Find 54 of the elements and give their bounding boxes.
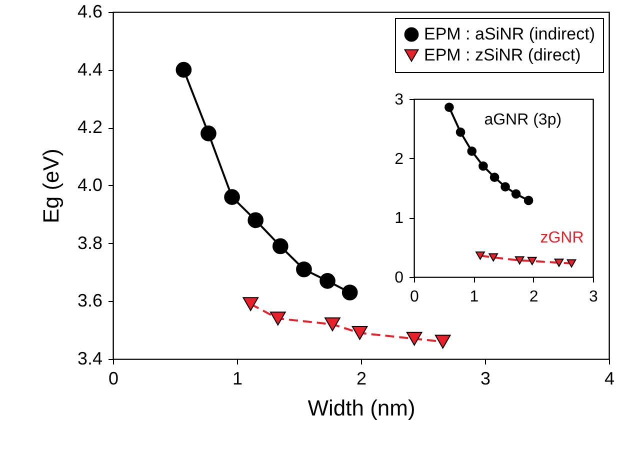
point — [200, 126, 216, 142]
point — [242, 297, 259, 311]
x-axis-title: Width (nm) — [308, 396, 416, 420]
point — [490, 172, 500, 182]
x-tick-label: 3 — [480, 368, 491, 388]
point — [444, 102, 454, 112]
point — [511, 189, 521, 199]
x-tick-label: 2 — [529, 288, 538, 306]
x-tick-label: 4 — [604, 368, 615, 388]
y-tick-label: 4.0 — [77, 175, 102, 195]
point — [320, 273, 336, 289]
y-axis-title: Eg (eV) — [38, 148, 64, 224]
point — [524, 196, 534, 206]
point — [527, 256, 537, 266]
y-tick-label: 3.6 — [77, 290, 102, 311]
point — [296, 261, 312, 278]
x-tick-label: 0 — [410, 288, 420, 306]
y-tick-label: 1 — [394, 210, 404, 228]
point — [467, 146, 477, 156]
point — [224, 189, 240, 205]
y-tick-label: 3.8 — [77, 232, 102, 253]
legend-label: EPM : zSiNR (direct) — [424, 46, 581, 64]
point — [352, 326, 368, 340]
point — [488, 253, 498, 262]
point — [500, 182, 510, 192]
point — [456, 128, 466, 137]
point — [514, 256, 524, 265]
y-tick-label: 4.4 — [77, 59, 102, 80]
y-tick-label: 4.2 — [77, 117, 102, 138]
point — [434, 334, 451, 349]
series-label: aGNR (3p) — [484, 111, 562, 128]
y-tick-label: 3.4 — [77, 348, 102, 368]
point — [476, 252, 485, 260]
x-tick-label: 2 — [356, 368, 367, 388]
point — [554, 258, 564, 267]
point — [406, 332, 422, 346]
y-tick-label: 0 — [394, 270, 404, 286]
y-tick-label: 4.6 — [77, 2, 102, 22]
x-tick-label: 0 — [108, 368, 119, 388]
point — [324, 317, 340, 332]
point — [342, 284, 358, 300]
y-tick-label: 3 — [394, 92, 404, 108]
series-label: zGNR — [540, 230, 584, 247]
point — [272, 238, 288, 254]
point — [176, 62, 192, 78]
x-tick-label: 1 — [470, 288, 479, 306]
x-tick-label: 3 — [589, 288, 598, 306]
y-tick-label: 2 — [394, 150, 404, 168]
legend-label: EPM : aSiNR (indirect) — [424, 24, 595, 44]
point — [566, 259, 576, 268]
point — [248, 212, 264, 228]
x-tick-label: 1 — [232, 368, 243, 388]
point — [478, 161, 488, 171]
point — [270, 312, 286, 326]
